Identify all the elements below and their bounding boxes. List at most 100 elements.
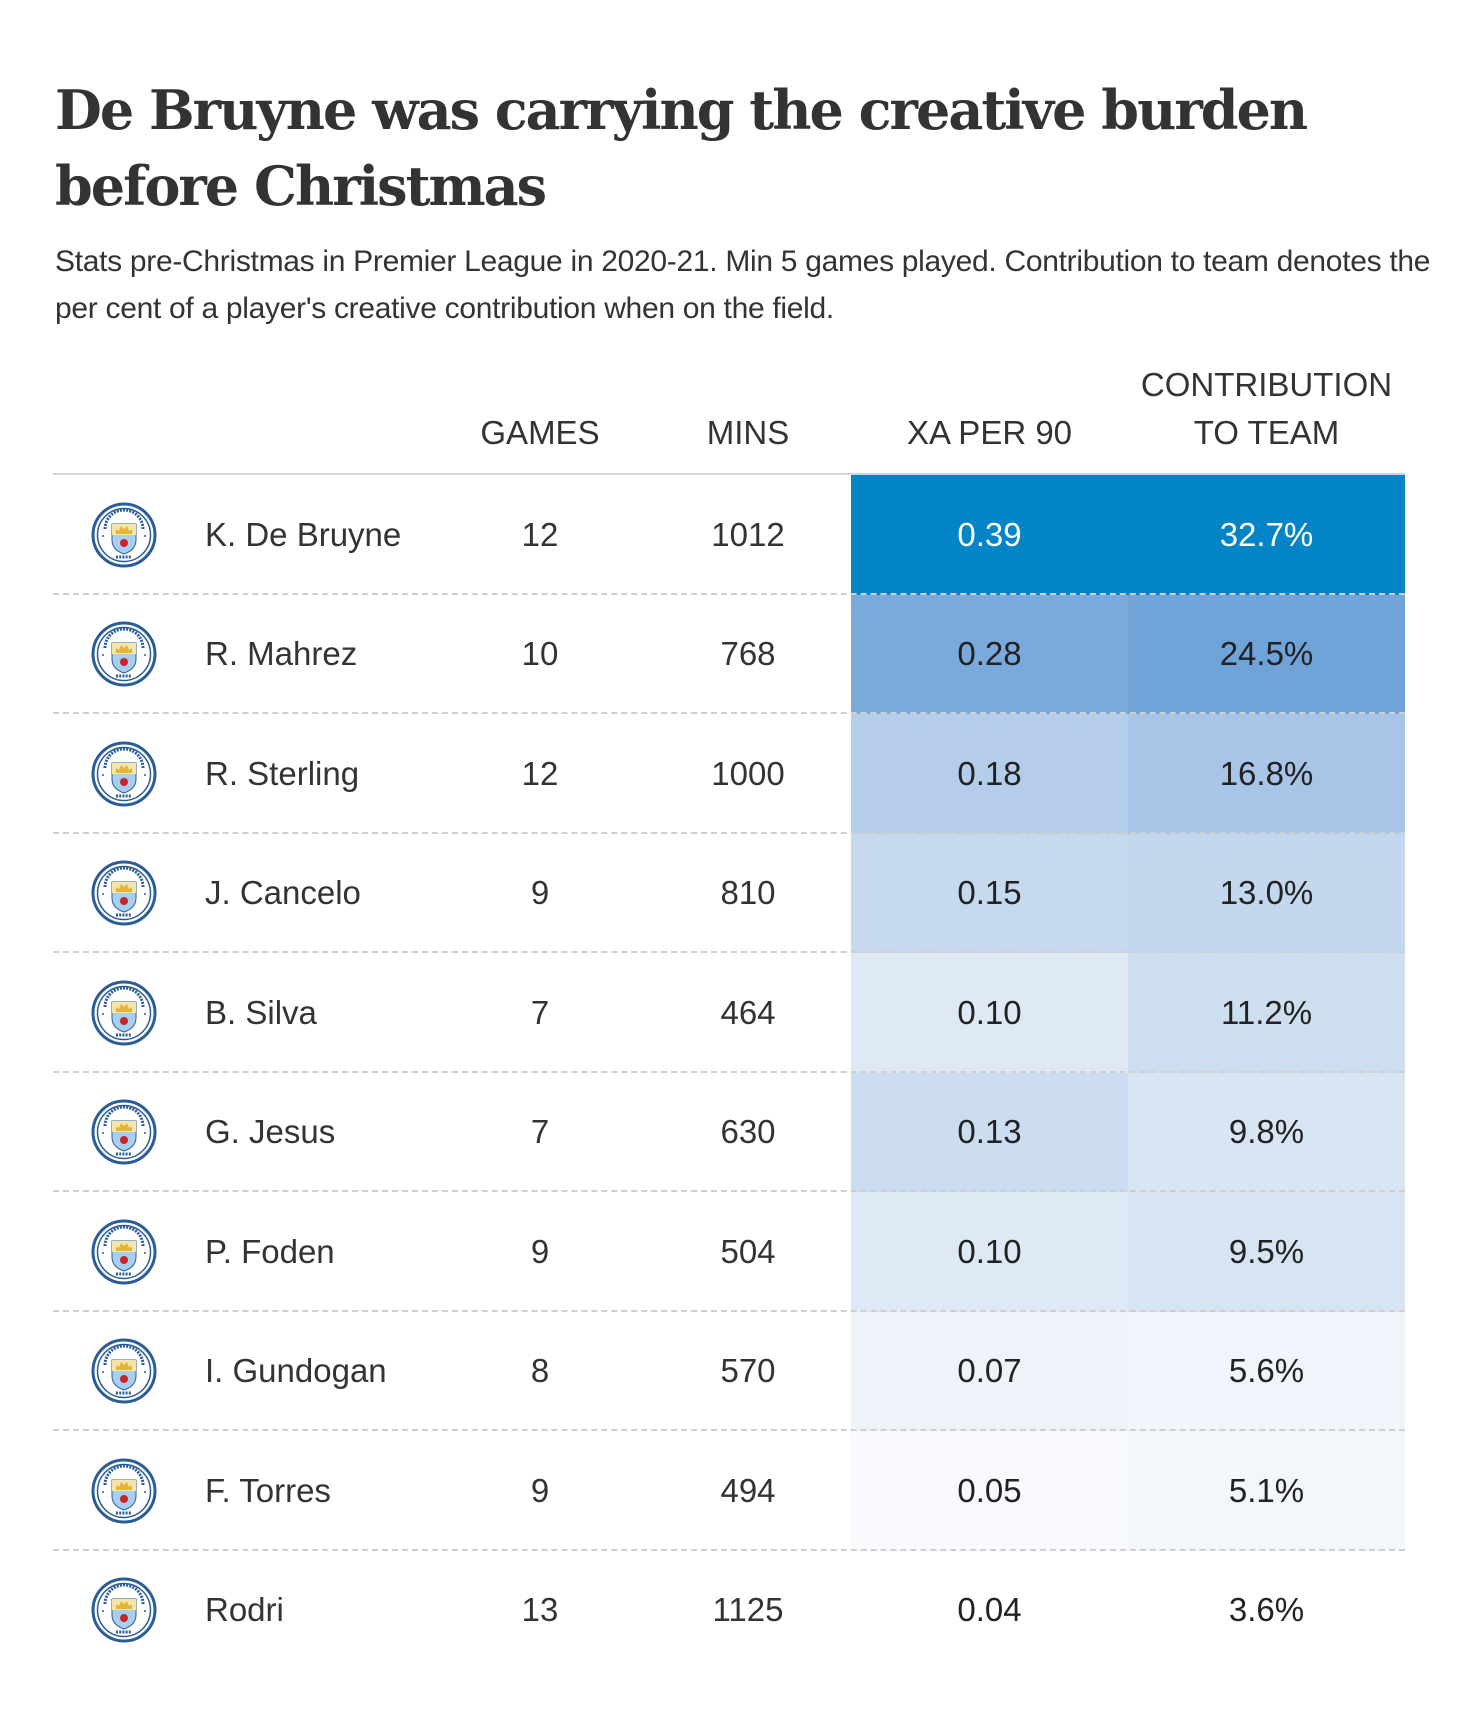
xa-per-90-cell: 0.18: [851, 714, 1128, 834]
row-divider: [53, 1070, 1405, 1073]
row-divider: [53, 592, 1405, 595]
contribution-cell: 11.2%: [1128, 953, 1405, 1073]
team-crest-cell: [91, 595, 157, 715]
xa-per-90-cell: 0.10: [851, 1192, 1128, 1312]
column-header-games: GAMES: [480, 414, 600, 451]
player-name: I. Gundogan: [205, 1352, 387, 1390]
games-value: 7: [530, 1113, 550, 1151]
xa-per-90-cell: 0.07: [851, 1311, 1128, 1431]
manchester-city-crest-icon: [91, 1458, 157, 1524]
manchester-city-crest-icon: [91, 621, 157, 687]
mins-value: 810: [720, 874, 776, 912]
player-name: R. Mahrez: [205, 635, 358, 673]
chart-title: De Bruyne was carrying the creative burd…: [55, 78, 1308, 218]
row-divider: [53, 1190, 1405, 1192]
team-crest-cell: [91, 953, 157, 1073]
column-header-xa-per-90: XA PER 90: [906, 414, 1073, 451]
mins-value: 1012: [711, 515, 785, 553]
games-value: 12: [521, 515, 559, 553]
manchester-city-crest-icon: [91, 1219, 157, 1285]
player-name: Rodri: [205, 1591, 284, 1629]
manchester-city-crest-icon: [91, 1099, 157, 1165]
games-value: 8: [530, 1352, 550, 1390]
column-header-contribution: CONTRIBUTION TO TEAM: [1128, 361, 1405, 457]
mins-value: 494: [720, 1471, 776, 1509]
contribution-cell: 32.7%: [1128, 475, 1405, 595]
games-value: 13: [521, 1591, 559, 1629]
manchester-city-crest-icon: [91, 860, 157, 926]
manchester-city-crest-icon: [91, 1338, 157, 1404]
xa-per-90-cell: 0.28: [851, 594, 1128, 714]
column-header-contribution-line2: TO TEAM: [1193, 414, 1340, 451]
player-name: B. Silva: [205, 993, 317, 1031]
row-divider: [53, 712, 1405, 714]
manchester-city-crest-icon: [91, 502, 157, 568]
table-row: K. De Bruyne 12 1012 0.39 32.7%: [53, 475, 1405, 595]
table-row: B. Silva 7 464 0.10 11.2%: [53, 953, 1405, 1073]
column-header-contribution-line1: CONTRIBUTION: [1140, 366, 1393, 403]
team-crest-cell: [91, 475, 157, 595]
player-name: P. Foden: [205, 1232, 335, 1270]
xa-per-90-cell: 0.13: [851, 1072, 1128, 1192]
games-value: 12: [521, 754, 559, 792]
player-name: J. Cancelo: [205, 874, 361, 912]
contribution-cell: 5.1%: [1128, 1431, 1405, 1551]
mins-value: 768: [720, 635, 776, 673]
row-divider: [53, 1309, 1405, 1312]
xa-per-90-cell: 0.05: [851, 1431, 1128, 1551]
contribution-cell: 9.8%: [1128, 1072, 1405, 1192]
games-value: 9: [530, 1232, 550, 1270]
contribution-cell: 9.5%: [1128, 1192, 1405, 1312]
games-value: 10: [521, 635, 559, 673]
mins-value: 630: [720, 1113, 776, 1151]
team-crest-cell: [91, 1312, 157, 1432]
contribution-cell: 3.6%: [1128, 1550, 1405, 1670]
team-crest-cell: [91, 1551, 157, 1671]
manchester-city-crest-icon: [91, 1577, 157, 1643]
chart-subtitle: Stats pre-Christmas in Premier League in…: [55, 245, 1431, 325]
contribution-cell: 16.8%: [1128, 714, 1405, 834]
table-row: Rodri 13 1125 0.04 3.6%: [53, 1550, 1405, 1671]
table-row: R. Sterling 12 1000 0.18 16.8%: [53, 714, 1405, 834]
games-value: 9: [530, 874, 550, 912]
table-row: P. Foden 9 504 0.10 9.5%: [53, 1192, 1405, 1312]
team-crest-cell: [91, 1431, 157, 1551]
table-header: GAMES MINS XA PER 90 CONTRIBUTION TO TEA…: [53, 350, 1405, 475]
games-value: 7: [530, 993, 550, 1031]
stats-table: GAMES MINS XA PER 90 CONTRIBUTION TO TEA…: [53, 350, 1405, 1670]
mins-value: 1000: [711, 754, 785, 792]
xa-per-90-cell: 0.10: [851, 953, 1128, 1073]
player-name: K. De Bruyne: [205, 515, 402, 553]
mins-value: 570: [720, 1352, 776, 1390]
contribution-cell: 13.0%: [1128, 833, 1405, 953]
xa-per-90-cell: 0.15: [851, 833, 1128, 953]
player-name: F. Torres: [205, 1471, 331, 1509]
team-crest-cell: [91, 714, 157, 834]
contribution-cell: 24.5%: [1128, 594, 1405, 714]
table-row: R. Mahrez 10 768 0.28 24.5%: [53, 594, 1405, 715]
row-divider: [53, 831, 1405, 834]
column-header-mins: MINS: [706, 414, 790, 451]
mins-value: 1125: [712, 1591, 784, 1629]
xa-per-90-cell: 0.39: [851, 475, 1128, 595]
team-crest-cell: [91, 834, 157, 954]
contribution-cell: 5.6%: [1128, 1311, 1405, 1431]
games-value: 9: [530, 1471, 550, 1509]
row-divider: [53, 1548, 1405, 1551]
xa-per-90-cell: 0.04: [851, 1550, 1128, 1670]
team-crest-cell: [91, 1192, 157, 1312]
table-row: I. Gundogan 8 570 0.07 5.6%: [53, 1311, 1405, 1432]
table-row: J. Cancelo 9 810 0.15 13.0%: [53, 833, 1405, 954]
player-name: R. Sterling: [205, 754, 360, 792]
manchester-city-crest-icon: [91, 741, 157, 807]
manchester-city-crest-icon: [91, 980, 157, 1046]
player-name: G. Jesus: [205, 1113, 336, 1151]
row-divider: [53, 951, 1405, 953]
table-row: G. Jesus 7 630 0.13 9.8%: [53, 1072, 1405, 1193]
table-body: K. De Bruyne 12 1012 0.39 32.7% R. Mahre…: [53, 475, 1405, 1670]
mins-value: 464: [720, 993, 776, 1031]
mins-value: 504: [720, 1232, 776, 1270]
table-row: F. Torres 9 494 0.05 5.1%: [53, 1431, 1405, 1551]
row-divider: [53, 1429, 1405, 1431]
team-crest-cell: [91, 1073, 157, 1193]
